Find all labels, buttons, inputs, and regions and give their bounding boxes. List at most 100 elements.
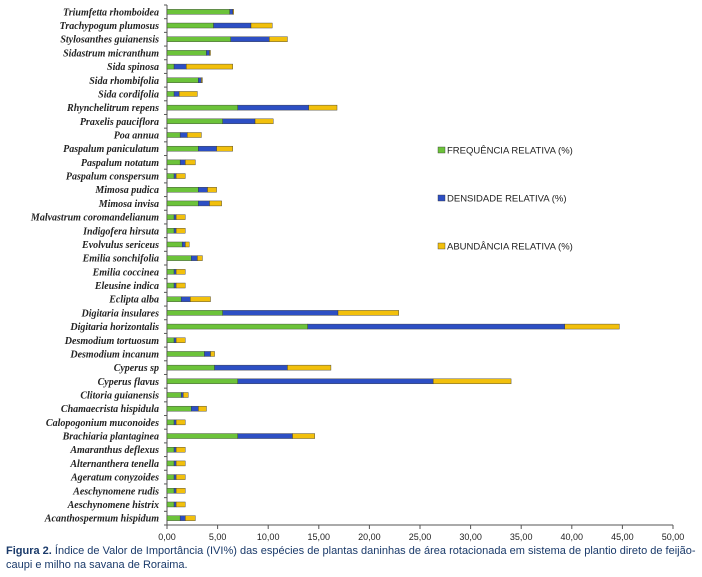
bar-segment-abundancia: [182, 392, 189, 398]
bar-segment-abundancia: [564, 323, 620, 330]
bar-segment-densidade: [198, 77, 202, 83]
bar-segment-abundancia: [287, 364, 332, 371]
bar-segment-abundancia: [432, 378, 512, 385]
category-label: Praxelis pauciflora: [80, 117, 159, 128]
bar-segment-frequencia: [166, 501, 175, 508]
category-label: Aeschynomene histrix: [67, 500, 159, 511]
bar-segment-densidade: [222, 310, 339, 316]
bar-segment-densidade: [214, 364, 288, 371]
bar-segment-densidade: [191, 405, 199, 412]
category-label: Mimosa pudica: [94, 185, 159, 196]
legend: FREQUÊNCIA RELATIVA (%) DENSIDADE RELATIV…: [437, 146, 573, 253]
bar-segment-abundancia: [308, 104, 338, 111]
bar-segment-densidade: [222, 118, 256, 125]
bar-segment-densidade: [179, 159, 186, 166]
bar-segment-abundancia: [207, 187, 217, 193]
bar-segment-densidade: [307, 323, 565, 330]
bar-segment-abundancia: [175, 269, 186, 275]
bar-segment-frequencia: [166, 187, 199, 193]
category-label: Sida rhombifolia: [89, 76, 159, 87]
category-label: Paspalum notatum: [81, 158, 159, 169]
bar-segment-abundancia: [175, 460, 186, 467]
bar-segment-frequencia: [166, 433, 239, 439]
legend-label: FREQUÊNCIA RELATIVA (%): [447, 146, 573, 157]
category-label: Rhynchelitrum repens: [66, 103, 159, 114]
bar-segment-densidade: [237, 378, 434, 385]
bar-segment-densidade: [229, 9, 233, 15]
bar-segment-densidade: [204, 351, 211, 357]
x-tick-label: 0,00: [158, 532, 176, 542]
bar-segment-frequencia: [166, 337, 175, 343]
bar-segment-frequencia: [166, 214, 175, 220]
bar-segment-abundancia: [185, 241, 190, 248]
category-label: Eleusine indica: [94, 281, 159, 292]
category-label: Ageratum conyzoides: [70, 473, 159, 484]
category-label: Clitoria guianensis: [80, 391, 159, 402]
category-label: Digitaria insulares: [80, 308, 159, 319]
legend-label: ABUNDÂNCIA RELATIVA (%): [447, 242, 573, 253]
bar-segment-densidade: [237, 433, 293, 439]
bar-segment-densidade: [179, 515, 186, 521]
bar-segment-abundancia: [178, 91, 198, 97]
bar-segment-frequencia: [166, 296, 182, 302]
bar-segment-densidade: [213, 22, 252, 29]
bar-segment-abundancia: [232, 9, 234, 15]
bar-segment-densidade: [173, 337, 177, 343]
bar-segment-densidade: [237, 104, 309, 111]
bar-segment-abundancia: [175, 173, 186, 179]
category-label: Sida cordifolia: [98, 89, 159, 100]
bar-segment-densidade: [173, 501, 177, 508]
bar-segment-frequencia: [166, 22, 214, 29]
category-label: Evolvulus sericeus: [81, 240, 159, 251]
category-label: Cyperus sp: [114, 363, 159, 374]
bar-segment-densidade: [179, 132, 188, 138]
category-label: Paspalum conspersum: [66, 172, 159, 183]
bar-segment-frequencia: [166, 460, 175, 467]
bar-segment-abundancia: [292, 433, 315, 439]
bar-segment-frequencia: [166, 132, 181, 138]
bar-segment-densidade: [173, 214, 177, 220]
x-tick-label: 30,00: [459, 532, 482, 542]
bar-segment-frequencia: [166, 9, 230, 15]
x-tick-label: 45,00: [611, 532, 634, 542]
x-tick-label: 10,00: [257, 532, 280, 542]
bar-segment-frequencia: [166, 255, 192, 261]
bar-segment-abundancia: [175, 419, 186, 426]
bar-segment-abundancia: [187, 132, 202, 138]
category-label: Sidastrum micranthum: [63, 48, 159, 59]
category-label: Amaranthus deflexus: [69, 445, 159, 456]
bar-segment-frequencia: [166, 323, 308, 330]
bar-segment-densidade: [173, 228, 177, 234]
category-label: Malvastrum coromandelianum: [30, 213, 159, 224]
bar-segment-frequencia: [166, 77, 199, 83]
category-label: Chamaecrista hispidula: [61, 404, 159, 415]
bar-segment-abundancia: [185, 159, 196, 166]
bar-segment-abundancia: [209, 50, 211, 56]
bar-segment-abundancia: [210, 351, 215, 357]
category-label: Aeschynomene rudis: [72, 486, 159, 497]
category-label: Sida spinosa: [107, 62, 159, 73]
category-label: Cyperus flavus: [98, 377, 160, 388]
bar-segment-frequencia: [166, 200, 199, 207]
bar-segment-frequencia: [166, 36, 231, 42]
x-tick-label: 50,00: [662, 532, 685, 542]
bar-segment-abundancia: [337, 310, 399, 316]
bar-segment-densidade: [198, 187, 208, 193]
bar-segment-abundancia: [175, 447, 186, 453]
category-label: Calopogonium muconoides: [46, 418, 159, 429]
bar-segment-frequencia: [166, 405, 192, 412]
plot-area: Triumfetta rhomboidea Trachypogum plumosu…: [30, 4, 685, 542]
bar-segment-densidade: [206, 50, 210, 56]
category-label: Mimosa invisa: [98, 199, 159, 210]
bar-segment-abundancia: [201, 77, 203, 83]
legend-swatch: [437, 146, 446, 154]
bar-segment-abundancia: [186, 63, 233, 70]
caption-text: Índice de Valor de Importância (IVI%) da…: [6, 545, 696, 571]
bar-segment-densidade: [191, 255, 198, 261]
bar-segment-abundancia: [175, 337, 186, 343]
bar-segment-densidade: [173, 419, 177, 426]
bar-segment-abundancia: [216, 145, 233, 152]
bar-segment-densidade: [173, 474, 177, 480]
category-label: Desmodium tortuosum: [64, 336, 159, 347]
bar-segment-frequencia: [166, 392, 182, 398]
